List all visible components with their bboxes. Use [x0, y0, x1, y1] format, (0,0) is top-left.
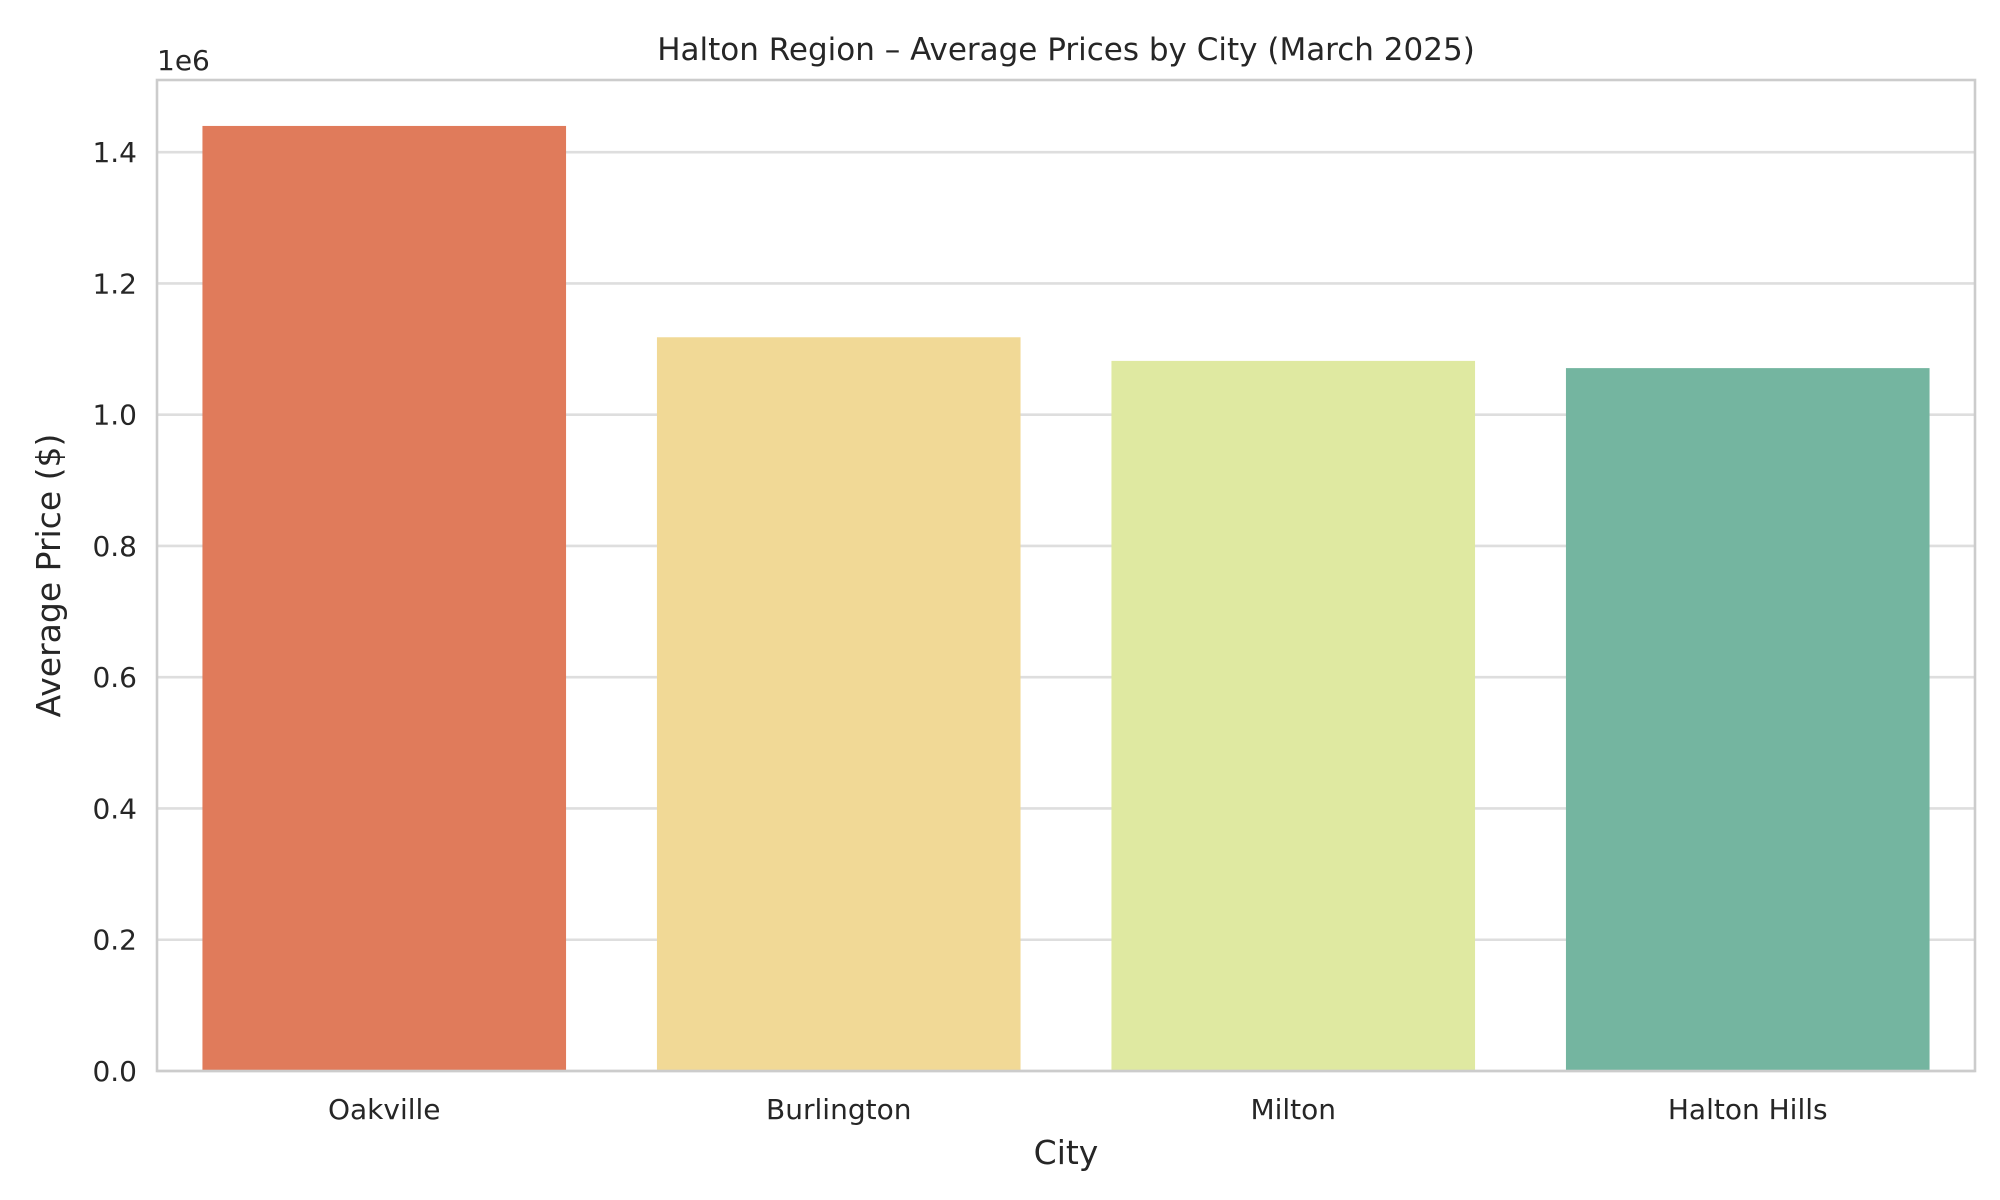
y-tick-label: 0.8	[92, 530, 137, 563]
x-tick-labels: Oakville Burlington Milton Halton Hills	[328, 1093, 1828, 1126]
x-tick-label: Halton Hills	[1668, 1093, 1828, 1126]
x-tick-label: Burlington	[766, 1093, 911, 1126]
y-tick-label: 1.2	[92, 267, 137, 300]
chart-title: Halton Region – Average Prices by City (…	[657, 32, 1475, 68]
y-tick-label: 0.2	[92, 924, 137, 957]
bar-halton-hills	[1565, 368, 1930, 1071]
x-tick-label: Milton	[1250, 1093, 1336, 1126]
plot-frame	[155, 78, 1977, 1073]
y-tick-label: 1.4	[92, 136, 137, 169]
y-tick-label: 1.0	[92, 399, 137, 432]
x-tick-label: Oakville	[328, 1093, 441, 1126]
bar-milton	[1111, 360, 1476, 1071]
y-tick-labels: 0.0 0.2 0.4 0.6 0.8 1.0 1.2 1.4	[92, 136, 137, 1088]
bar-oakville	[202, 125, 567, 1071]
y-tick-label: 0.4	[92, 792, 137, 825]
x-axis-label: City	[1034, 1133, 1099, 1172]
bars	[202, 125, 1930, 1071]
y-tick-label: 0.6	[92, 661, 137, 694]
y-axis-label: Average Price ($)	[29, 434, 68, 718]
y-axis-offset-label: 1e6	[157, 44, 210, 77]
bar-burlington	[656, 337, 1021, 1071]
y-tick-label: 0.0	[92, 1055, 137, 1088]
